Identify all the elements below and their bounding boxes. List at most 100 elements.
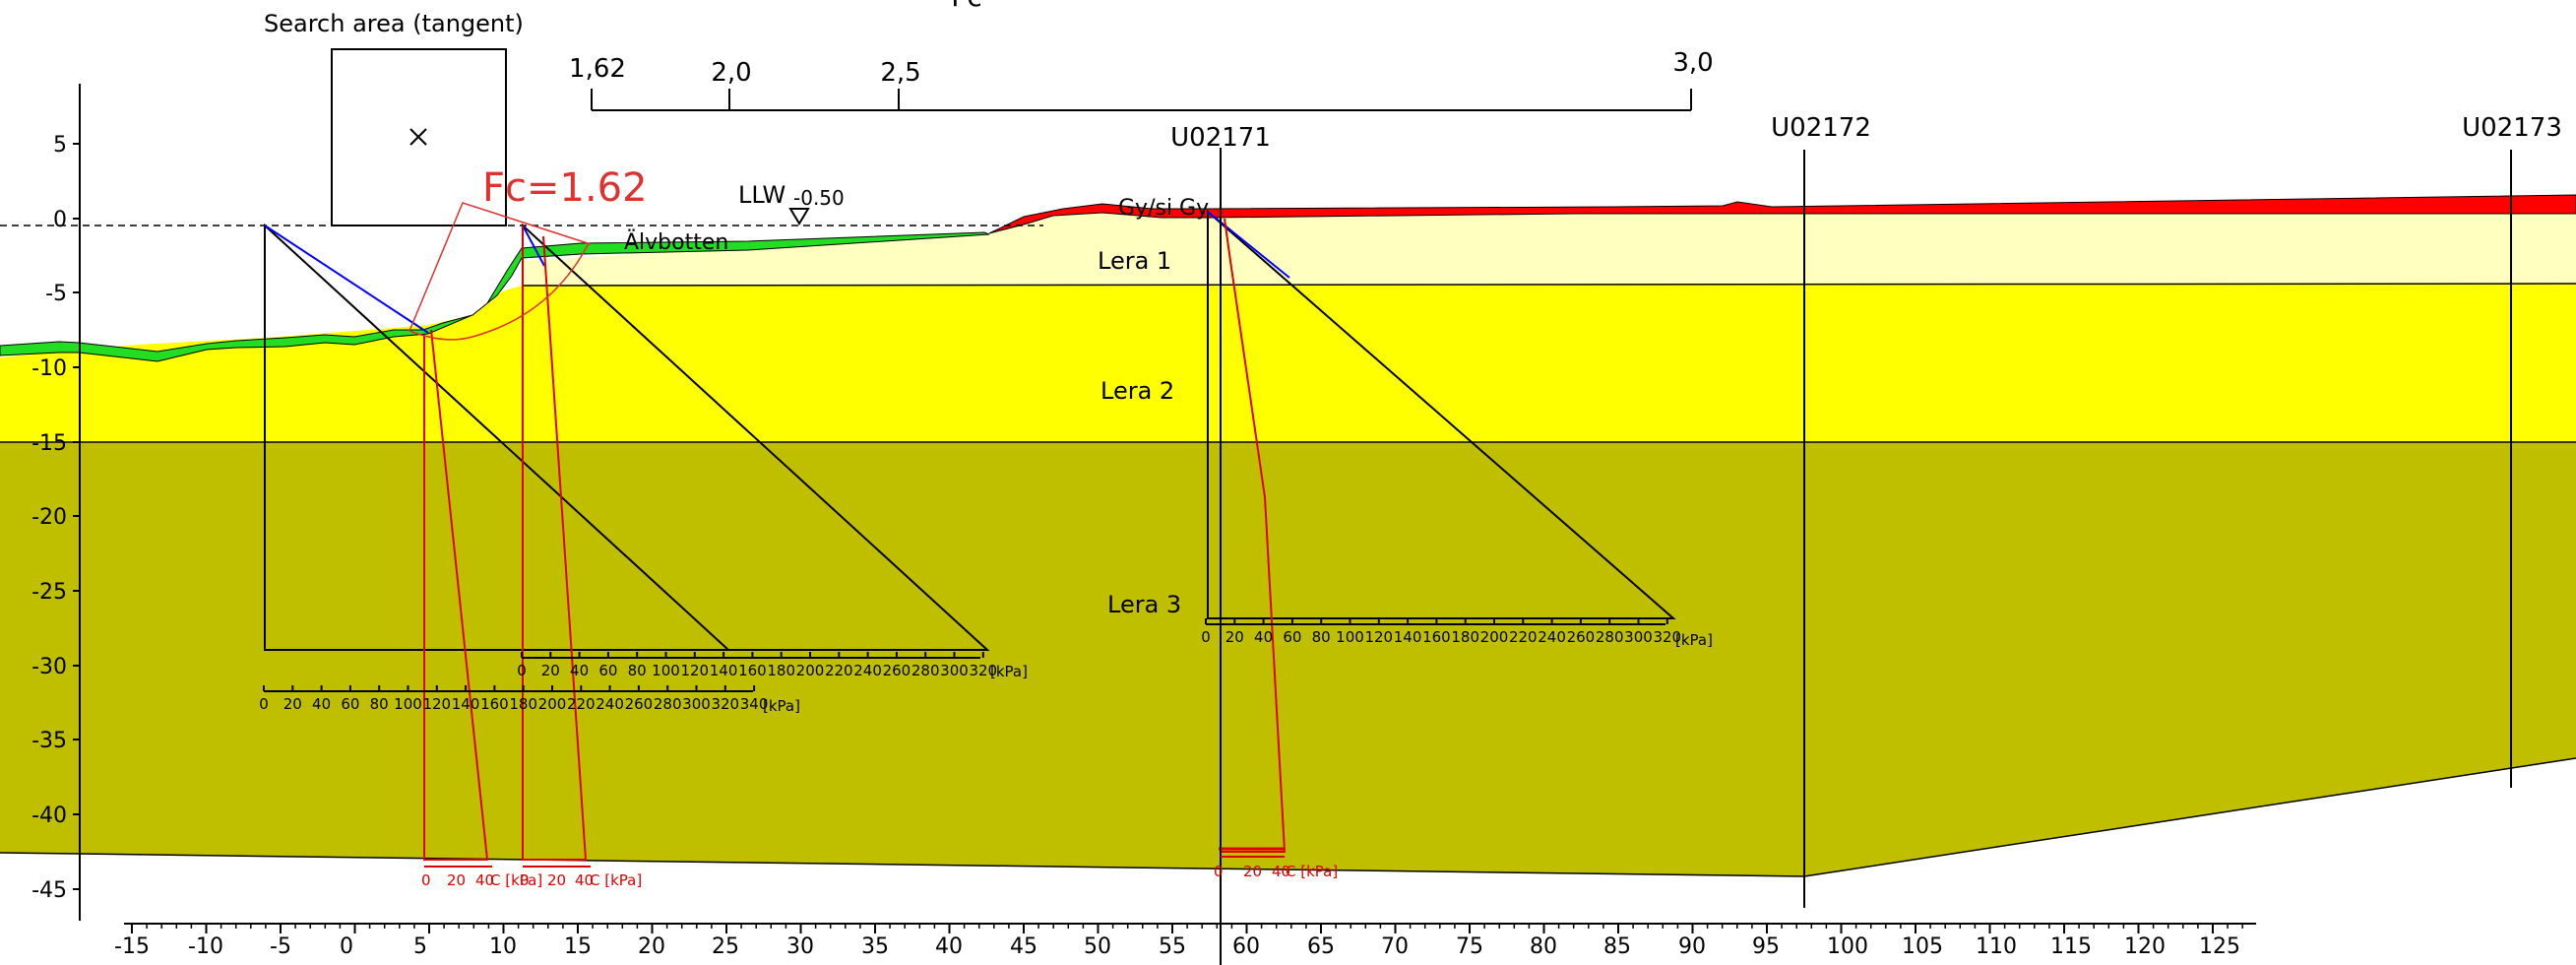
c-tick: 20 xyxy=(1243,863,1262,880)
kpa-tick-label: 20 xyxy=(1225,628,1244,646)
c-tick: 20 xyxy=(547,871,566,889)
kpa-scale-2: 0 20 40 60 80 100 120 140 160 180 200 220 240 260 280 3… xyxy=(517,652,1028,680)
lera3-label: Lera 3 xyxy=(1107,591,1181,618)
lera3-layer xyxy=(0,442,2576,876)
kpa-unit-2: [kPa] xyxy=(990,663,1028,680)
lera2-label: Lera 2 xyxy=(1100,377,1174,405)
x-tick-label: 80 xyxy=(1530,934,1557,959)
c-scale-3: 0 20 40 C [kPa] xyxy=(1214,856,1338,880)
y-tick-label: -10 xyxy=(31,356,67,381)
kpa-tick-label: 20 xyxy=(541,662,560,679)
x-axis-ticks xyxy=(131,924,2243,933)
c-tick: 40 xyxy=(575,871,594,889)
kpa-tick-label: 240 xyxy=(1538,628,1566,646)
c-scale-2: 0 20 40 C [kPa] xyxy=(520,866,642,889)
kpa-tick-label: 120 xyxy=(422,695,451,713)
x-tick-label: 25 xyxy=(712,934,739,959)
llw-label: LLW xyxy=(738,181,785,209)
slip-center-marker xyxy=(409,128,427,146)
kpa-tick-label: 300 xyxy=(940,662,969,679)
kpa-tick-label: 140 xyxy=(710,662,738,679)
y-axis xyxy=(73,84,81,921)
x-tick-label: 85 xyxy=(1603,934,1631,959)
borehole-label-u02172: U02172 xyxy=(1771,113,1871,143)
kpa-tick-label: 120 xyxy=(680,662,709,679)
y-tick-label: 0 xyxy=(53,208,67,232)
x-tick-label: 0 xyxy=(340,934,353,959)
x-tick-label: 100 xyxy=(1827,934,1868,959)
kpa-tick-label: 300 xyxy=(682,695,711,713)
x-tick-label: 45 xyxy=(1010,934,1037,959)
slip-surface-circle xyxy=(408,242,590,341)
kpa-tick-label: 20 xyxy=(283,695,302,713)
x-tick-label: 75 xyxy=(1456,934,1483,959)
y-tick-label: -45 xyxy=(31,878,67,903)
water-level-triangle xyxy=(788,208,810,225)
kpa-tick-label: 0 xyxy=(517,662,527,679)
fill-layer-label: Gy/si Gy xyxy=(1118,196,1209,221)
y-tick-label: 5 xyxy=(53,133,67,158)
c-tick: 40 xyxy=(1272,863,1290,880)
kpa-tick-label: 160 xyxy=(480,695,509,713)
kpa-tick-label: 320 xyxy=(711,695,739,713)
c-unit: C [kPa] xyxy=(1286,863,1338,880)
x-tick-label: 35 xyxy=(861,934,889,959)
fc-scale-tick: 3,0 xyxy=(1672,48,1713,78)
c-tick: 0 xyxy=(520,871,530,889)
pressure-line-1 xyxy=(264,225,429,334)
kpa-tick-label: 180 xyxy=(767,662,795,679)
borehole-label-u02173: U02173 xyxy=(2462,113,2562,143)
y-tick-label: -35 xyxy=(31,729,67,753)
kpa-unit-3: [kPa] xyxy=(1675,631,1713,649)
riverbed-label: Älvbotten xyxy=(624,229,728,255)
layer-boundary-lera1-lera2 xyxy=(521,283,2576,287)
x-tick-label: 120 xyxy=(2124,934,2166,959)
fc-result-label: Fc=1.62 xyxy=(482,165,648,211)
kpa-scale-1: 0 20 40 60 80 100 120 140 160 180 200 220 240 260 280 3… xyxy=(259,685,800,715)
kpa-tick-label: 160 xyxy=(738,662,767,679)
x-tick-label: 5 xyxy=(413,934,427,959)
kpa-tick-label: 80 xyxy=(628,662,647,679)
kpa-tick-label: 60 xyxy=(598,662,617,679)
shear-profile-1 xyxy=(423,329,489,861)
x-tick-label: 70 xyxy=(1381,934,1409,959)
x-tick-label: 40 xyxy=(935,934,963,959)
fill-layer xyxy=(988,194,2576,234)
fc-title-partial: Fc xyxy=(951,0,982,13)
c-tick: 0 xyxy=(1214,863,1224,880)
x-tick-label: 115 xyxy=(2050,934,2092,959)
x-tick-label: 65 xyxy=(1307,934,1335,959)
lera2-layer xyxy=(0,284,2576,442)
kpa-tick-label: 140 xyxy=(1394,628,1422,646)
borehole-label-u02171: U02171 xyxy=(1170,123,1271,153)
lera1-label: Lera 1 xyxy=(1098,247,1171,275)
kpa-tick-label: 100 xyxy=(652,662,680,679)
y-tick-label: -40 xyxy=(31,804,67,828)
c-tick: 40 xyxy=(475,871,494,889)
kpa-tick-label: 200 xyxy=(1480,628,1509,646)
kpa-tick-label: 300 xyxy=(1624,628,1653,646)
pressure-line-2 xyxy=(522,225,545,267)
x-tick-label: -5 xyxy=(270,934,291,959)
y-tick-label: -25 xyxy=(31,580,67,605)
kpa-tick-label: 280 xyxy=(911,662,940,679)
kpa-tick-label: 100 xyxy=(394,695,422,713)
c-tick: 0 xyxy=(421,871,431,889)
x-tick-label: 110 xyxy=(1976,934,2017,959)
x-tick-label: 10 xyxy=(489,934,517,959)
kpa-tick-label: 260 xyxy=(625,695,654,713)
kpa-tick-label: 80 xyxy=(370,695,389,713)
kpa-tick-label: 100 xyxy=(1336,628,1364,646)
riverbed-layer xyxy=(0,231,990,362)
kpa-tick-label: 280 xyxy=(1596,628,1624,646)
kpa-tick-label: 120 xyxy=(1364,628,1393,646)
slip-surface-outline xyxy=(408,202,592,332)
kpa-tick-label: 220 xyxy=(1509,628,1538,646)
kpa-tick-label: 0 xyxy=(259,695,269,713)
kpa-scale-3: 0 20 40 60 80 100 120 140 160 180 200 220 240 260 280 3… xyxy=(1201,618,1713,649)
x-tick-label: 95 xyxy=(1752,934,1780,959)
kpa-tick-label: 200 xyxy=(538,695,567,713)
kpa-tick-label: 220 xyxy=(567,695,596,713)
x-tick-label: 125 xyxy=(2199,934,2240,959)
kpa-tick-label: 40 xyxy=(312,695,331,713)
